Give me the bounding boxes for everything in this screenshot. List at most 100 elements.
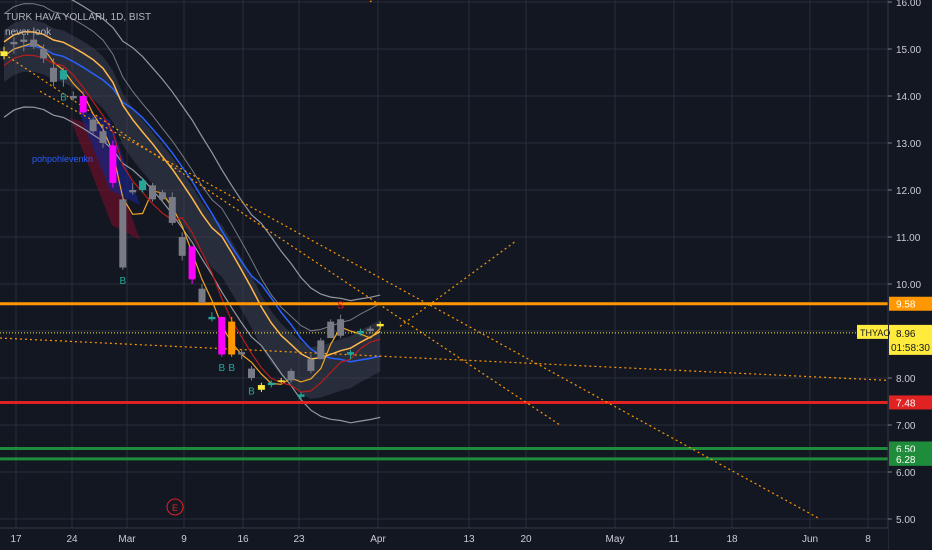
mid-envelope-line (3, 3, 381, 332)
candle[interactable] (337, 314, 345, 339)
candle-body (20, 39, 28, 42)
candle[interactable] (267, 380, 275, 388)
candle[interactable] (347, 349, 354, 360)
sell-signal: S (337, 301, 344, 312)
candle-body (139, 180, 147, 190)
level-badge-label: 6.28 (896, 455, 916, 466)
candle-body (50, 67, 57, 82)
time-tick-label: May (606, 534, 625, 545)
candle[interactable] (59, 67, 67, 87)
candle-body (287, 370, 295, 381)
candle-body (178, 237, 186, 256)
candle[interactable] (89, 117, 97, 134)
candle[interactable] (307, 354, 315, 374)
time-tick-label: Apr (370, 534, 386, 545)
trendline-down-1 (0, 50, 561, 426)
candle[interactable] (198, 284, 206, 303)
last-price-badge (889, 324, 932, 355)
buy-signal: B (248, 386, 255, 397)
price-tick-label: 16.00 (896, 0, 921, 9)
time-tick-label: 20 (520, 534, 532, 545)
candle-body (40, 49, 48, 59)
candle[interactable] (376, 321, 384, 329)
candle[interactable] (158, 190, 166, 202)
candle[interactable] (208, 312, 216, 322)
candle[interactable] (50, 58, 57, 87)
candle-body (218, 316, 226, 355)
candle[interactable] (366, 326, 374, 334)
candle[interactable] (69, 91, 77, 101)
level-badge-label: 7.48 (896, 398, 916, 409)
candle[interactable] (99, 124, 107, 148)
level-badge-label: 9.58 (896, 300, 916, 311)
candle[interactable] (218, 316, 226, 357)
candle[interactable] (277, 378, 285, 383)
candle[interactable] (178, 232, 186, 261)
candle-body (238, 352, 246, 355)
candle[interactable] (119, 194, 127, 270)
candle[interactable] (327, 319, 335, 339)
candle[interactable] (238, 349, 246, 360)
candle-body (79, 96, 87, 113)
red-ma-line (3, 54, 381, 393)
last-price-value: 8.96 (896, 329, 916, 340)
candle-body (228, 321, 236, 355)
candle-body (356, 331, 364, 334)
price-tick-label: 14.00 (896, 92, 921, 103)
candle[interactable] (139, 178, 147, 193)
buy-signal: B (228, 363, 235, 374)
candle[interactable] (149, 182, 156, 202)
candle-body (337, 319, 345, 336)
candle[interactable] (168, 192, 176, 226)
candle[interactable] (317, 338, 325, 360)
candle[interactable] (10, 37, 18, 54)
candle[interactable] (79, 91, 87, 115)
candle[interactable] (257, 382, 265, 393)
candle-body (307, 359, 315, 371)
candle[interactable] (248, 366, 255, 381)
candle[interactable] (356, 328, 364, 336)
time-axis: 17 24 Mar 9 16 23 Apr 13 20 May 11 18 Jun 8 (10, 534, 871, 545)
candle-body (149, 185, 156, 200)
price-tick-label: 15.00 (896, 45, 921, 56)
trendline-flat (0, 337, 889, 381)
time-tick-label: 24 (66, 534, 78, 545)
grid (0, 0, 888, 528)
candle[interactable] (228, 316, 236, 357)
lower-envelope-line (3, 106, 381, 424)
candle-body (327, 321, 335, 339)
time-tick-label: 8 (865, 534, 871, 545)
earnings-marker[interactable]: E (166, 498, 184, 516)
time-tick-label: 23 (293, 534, 305, 545)
candle-body (297, 394, 305, 397)
level-badge (889, 395, 932, 410)
candle[interactable] (30, 34, 38, 49)
time-tick-label: 17 (10, 534, 22, 545)
trendline-up (399, 241, 516, 327)
level-badge (889, 451, 932, 466)
indicator-label: never look (5, 27, 52, 38)
symbol-badge (857, 324, 888, 339)
signals-layer: BBB BBS (60, 93, 344, 398)
candle[interactable] (129, 182, 137, 195)
candle-body (277, 380, 285, 382)
candle-body (99, 131, 107, 143)
candle-body (109, 145, 117, 183)
candle[interactable] (20, 34, 28, 52)
candle[interactable] (188, 246, 196, 284)
price-tick-label: 13.00 (896, 139, 921, 150)
candle[interactable] (40, 44, 48, 64)
candle-body (119, 199, 127, 268)
candle[interactable] (0, 46, 8, 60)
price-tick-label: 7.00 (896, 421, 916, 432)
cloud-band (4, 20, 381, 399)
earnings-marker-label: E (172, 503, 178, 513)
candle[interactable] (297, 392, 305, 400)
candle[interactable] (109, 140, 117, 188)
candle[interactable] (287, 368, 295, 383)
time-tick-label: 16 (237, 534, 249, 545)
time-axis-panel[interactable] (0, 528, 888, 550)
